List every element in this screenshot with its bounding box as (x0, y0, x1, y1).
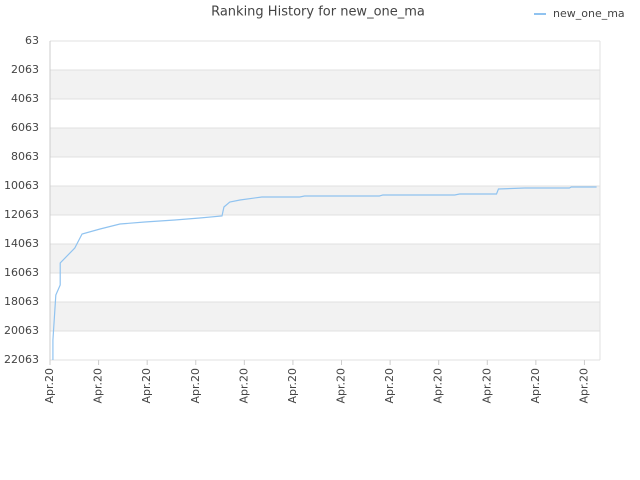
x-tick-label: Apr.20 (92, 368, 105, 404)
y-tick-label: 20063 (4, 324, 39, 337)
y-tick-label: 16063 (4, 266, 39, 279)
y-tick-label: 14063 (4, 237, 39, 250)
grid-band (50, 302, 600, 331)
y-tick-label: 63 (25, 34, 39, 47)
x-tick-label: Apr.20 (577, 368, 590, 404)
y-tick-label: 22063 (4, 353, 39, 366)
data-line (52, 186, 597, 360)
x-tick-label: Apr.20 (529, 368, 542, 404)
grid-band (50, 186, 600, 215)
x-tick-label: Apr.20 (286, 368, 299, 404)
x-tick-label: Apr.20 (335, 368, 348, 404)
x-tick-label: Apr.20 (383, 368, 396, 404)
x-tick-label: Apr.20 (140, 368, 153, 404)
x-tick-label: Apr.20 (432, 368, 445, 404)
grid-band (50, 128, 600, 157)
chart-title: Ranking History for new_one_ma (211, 5, 425, 20)
grid-band (50, 244, 600, 273)
grid-band (50, 70, 600, 99)
y-tick-label: 18063 (4, 295, 39, 308)
y-tick-label: 12063 (4, 208, 39, 221)
y-tick-label: 2063 (11, 63, 39, 76)
y-tick-label: 8063 (11, 150, 39, 163)
x-tick-label: Apr.20 (480, 368, 493, 404)
x-tick-label: Apr.20 (43, 368, 56, 404)
legend-label: new_one_ma (553, 7, 625, 20)
x-tick-label: Apr.20 (189, 368, 202, 404)
y-tick-label: 4063 (11, 92, 39, 105)
y-tick-label: 6063 (11, 121, 39, 134)
x-tick-label: Apr.20 (237, 368, 250, 404)
y-tick-label: 10063 (4, 179, 39, 192)
